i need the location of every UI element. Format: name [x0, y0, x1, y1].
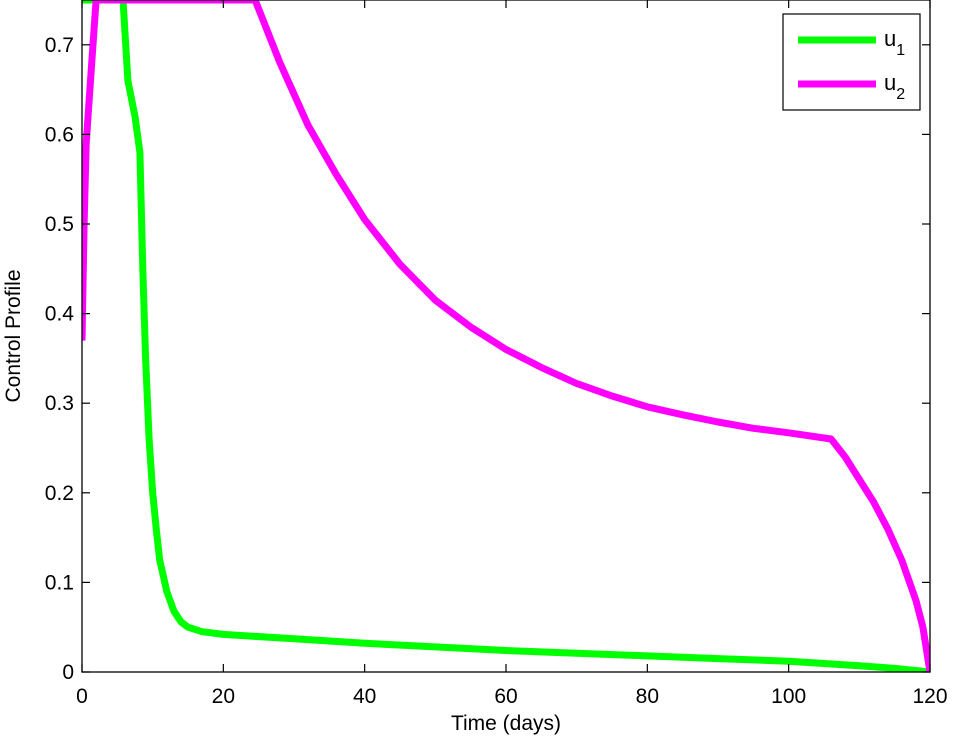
y-tick-label: 0.4 [45, 303, 75, 326]
legend-label-u2: u2 [884, 70, 905, 103]
plot-area [82, 0, 930, 672]
series-line-u1 [82, 0, 930, 672]
legend: u1 u2 [782, 13, 921, 111]
y-axis-label: Control Profile [2, 269, 25, 402]
x-tick-label: 100 [771, 685, 806, 708]
y-tick-label: 0.2 [45, 482, 74, 505]
series-layer [82, 0, 930, 672]
x-tick-label: 40 [353, 685, 376, 708]
legend-box [782, 13, 921, 111]
x-tick-label: 60 [494, 685, 517, 708]
x-tick-label: 20 [212, 685, 235, 708]
y-tick-label: 0.6 [45, 123, 74, 146]
x-tick-label: 0 [76, 685, 88, 708]
legend-label-u1: u1 [884, 26, 905, 59]
y-axis: 0 0.1 0.2 0.3 0.4 0.5 0.6 0.7 [45, 34, 930, 684]
y-tick-label: 0.7 [45, 34, 74, 57]
x-axis-label: Time (days) [451, 712, 561, 735]
series-line-u2 [82, 0, 930, 672]
x-tick-label: 120 [912, 685, 947, 708]
y-tick-label: 0.3 [45, 392, 74, 415]
y-tick-label: 0 [62, 661, 74, 684]
y-tick-label: 0.1 [45, 571, 74, 594]
x-tick-label: 80 [636, 685, 659, 708]
x-axis: 0 20 40 60 80 100 120 [76, 0, 948, 708]
y-tick-label: 0.5 [45, 213, 74, 236]
